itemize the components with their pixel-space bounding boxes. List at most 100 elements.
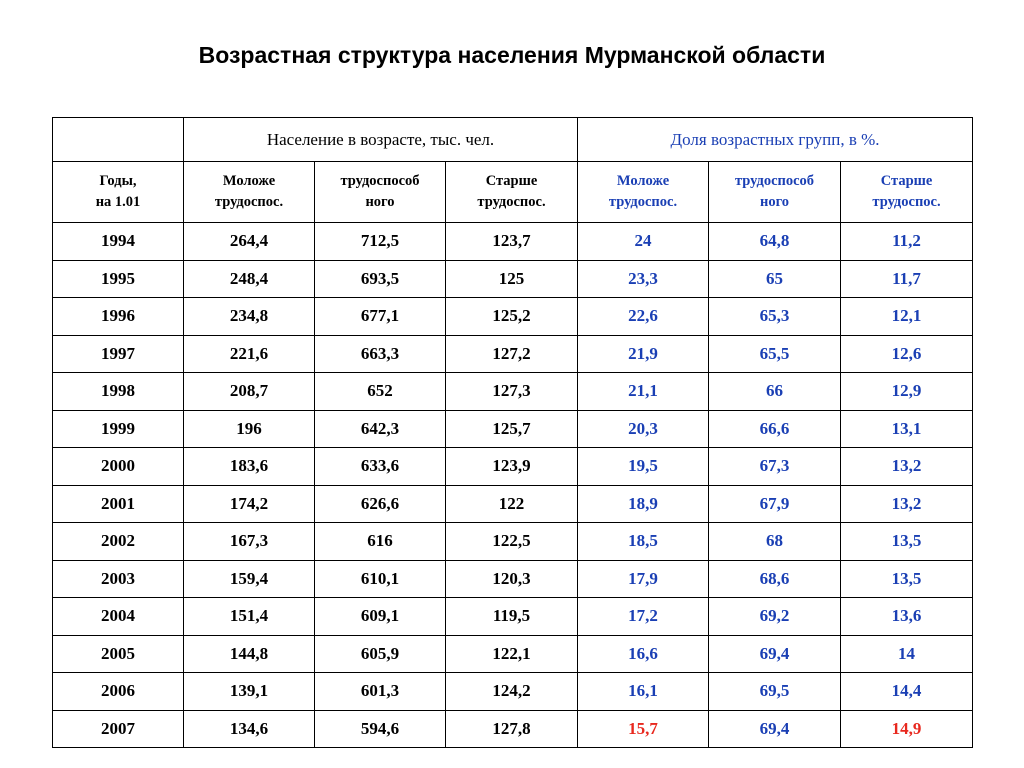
share-old-cell: 13,5 (840, 559, 974, 598)
header-pop-young-line1: Моложе (222, 173, 276, 189)
pop-old-cell: 123,7 (444, 222, 579, 261)
pop-working-cell: 663,3 (314, 334, 446, 373)
table-row: 1996 234,8 677,1 125,2 22,6 65,3 12,1 (52, 297, 974, 336)
share-old-cell: 12,9 (840, 372, 974, 411)
header-pop-working-line2: ного (365, 194, 395, 210)
share-young-cell: 18,5 (577, 522, 710, 561)
pop-old-cell: 125 (444, 259, 579, 298)
pop-working-cell: 677,1 (314, 297, 446, 336)
pop-young-cell: 196 (183, 409, 315, 448)
header-pop-young: Моложе трудоспос. (183, 161, 315, 223)
header-pop-working-line1: трудоспособ (340, 173, 420, 189)
pop-young-cell: 248,4 (183, 259, 315, 298)
group-header-share: Доля возрастных групп, в %. (577, 117, 974, 162)
year-cell: 2005 (52, 634, 184, 673)
pop-working-cell: 633,6 (314, 447, 446, 486)
share-working-cell: 69,4 (708, 709, 842, 748)
share-old-cell: 12,6 (840, 334, 974, 373)
year-cell: 1995 (52, 259, 184, 298)
share-working-cell: 68 (708, 522, 842, 561)
pop-young-cell: 174,2 (183, 484, 315, 523)
share-working-cell: 69,5 (708, 672, 842, 711)
pop-young-cell: 221,6 (183, 334, 315, 373)
share-working-cell: 64,8 (708, 222, 842, 261)
pop-old-cell: 127,2 (444, 334, 579, 373)
pop-young-cell: 167,3 (183, 522, 315, 561)
pop-working-cell: 652 (314, 372, 446, 411)
pop-old-cell: 124,2 (444, 672, 579, 711)
share-young-cell: 15,7 (577, 709, 710, 748)
table-row: 1995 248,4 693,5 125 23,3 65 11,7 (52, 259, 974, 298)
share-young-cell: 22,6 (577, 297, 710, 336)
pop-working-cell: 601,3 (314, 672, 446, 711)
share-young-cell: 18,9 (577, 484, 710, 523)
share-working-cell: 65,3 (708, 297, 842, 336)
header-share-old-line1: Старше (880, 173, 933, 189)
share-working-cell: 66 (708, 372, 842, 411)
share-young-cell: 23,3 (577, 259, 710, 298)
share-working-cell: 65,5 (708, 334, 842, 373)
pop-working-cell: 712,5 (314, 222, 446, 261)
year-cell: 2003 (52, 559, 184, 598)
header-share-young: Моложе трудоспос. (577, 161, 710, 223)
header-pop-working: трудоспособ ного (314, 161, 446, 223)
share-young-cell: 17,2 (577, 597, 710, 636)
table-row: 1999 196 642,3 125,7 20,3 66,6 13,1 (52, 409, 974, 448)
year-cell: 1998 (52, 372, 184, 411)
pop-working-cell: 609,1 (314, 597, 446, 636)
pop-young-cell: 139,1 (183, 672, 315, 711)
share-old-cell: 13,2 (840, 447, 974, 486)
header-share-working-line1: трудоспособ (734, 173, 815, 189)
share-working-cell: 66,6 (708, 409, 842, 448)
table-row: 2003 159,4 610,1 120,3 17,9 68,6 13,5 (52, 559, 974, 598)
pop-working-cell: 594,6 (314, 709, 446, 748)
pop-young-cell: 151,4 (183, 597, 315, 636)
year-cell: 2007 (52, 709, 184, 748)
pop-old-cell: 120,3 (444, 559, 579, 598)
pop-old-cell: 123,9 (444, 447, 579, 486)
share-old-cell: 13,2 (840, 484, 974, 523)
column-header-row: Годы, на 1.01 Моложе трудоспос. трудоспо… (52, 161, 974, 223)
share-old-cell: 11,2 (840, 222, 974, 261)
pop-young-cell: 134,6 (183, 709, 315, 748)
header-year: Годы, на 1.01 (52, 161, 184, 223)
header-pop-old: Старше трудоспос. (444, 161, 579, 223)
header-pop-old-line2: трудоспос. (477, 194, 546, 210)
share-old-cell: 14,4 (840, 672, 974, 711)
table-row: 2004 151,4 609,1 119,5 17,2 69,2 13,6 (52, 597, 974, 636)
year-cell: 2001 (52, 484, 184, 523)
share-old-cell: 13,1 (840, 409, 974, 448)
pop-old-cell: 127,3 (444, 372, 579, 411)
share-working-cell: 68,6 (708, 559, 842, 598)
year-cell: 1997 (52, 334, 184, 373)
pop-young-cell: 208,7 (183, 372, 315, 411)
pop-young-cell: 264,4 (183, 222, 315, 261)
age-structure-table: Население в возрасте, тыс. чел. Доля воз… (52, 117, 974, 748)
share-young-cell: 24 (577, 222, 710, 261)
table-row: 2002 167,3 616 122,5 18,5 68 13,5 (52, 522, 974, 561)
table-row: 2005 144,8 605,9 122,1 16,6 69,4 14 (52, 634, 974, 673)
share-working-cell: 69,2 (708, 597, 842, 636)
share-working-cell: 67,9 (708, 484, 842, 523)
pop-working-cell: 693,5 (314, 259, 446, 298)
header-share-working: трудоспособ ного (708, 161, 842, 223)
share-young-cell: 17,9 (577, 559, 710, 598)
share-old-cell: 13,5 (840, 522, 974, 561)
year-cell: 2006 (52, 672, 184, 711)
pop-young-cell: 183,6 (183, 447, 315, 486)
table-row: 2006 139,1 601,3 124,2 16,1 69,5 14,4 (52, 672, 974, 711)
year-cell: 2002 (52, 522, 184, 561)
header-pop-young-line2: трудоспос. (214, 194, 284, 210)
year-cell: 1994 (52, 222, 184, 261)
table-row: 1994 264,4 712,5 123,7 24 64,8 11,2 (52, 222, 974, 261)
pop-working-cell: 626,6 (314, 484, 446, 523)
year-cell: 2000 (52, 447, 184, 486)
year-cell: 1996 (52, 297, 184, 336)
share-old-cell: 11,7 (840, 259, 974, 298)
pop-old-cell: 119,5 (444, 597, 579, 636)
pop-working-cell: 605,9 (314, 634, 446, 673)
pop-old-cell: 122,5 (444, 522, 579, 561)
pop-old-cell: 122 (444, 484, 579, 523)
table-row: 1997 221,6 663,3 127,2 21,9 65,5 12,6 (52, 334, 974, 373)
table-row: 2007 134,6 594,6 127,8 15,7 69,4 14,9 (52, 709, 974, 748)
